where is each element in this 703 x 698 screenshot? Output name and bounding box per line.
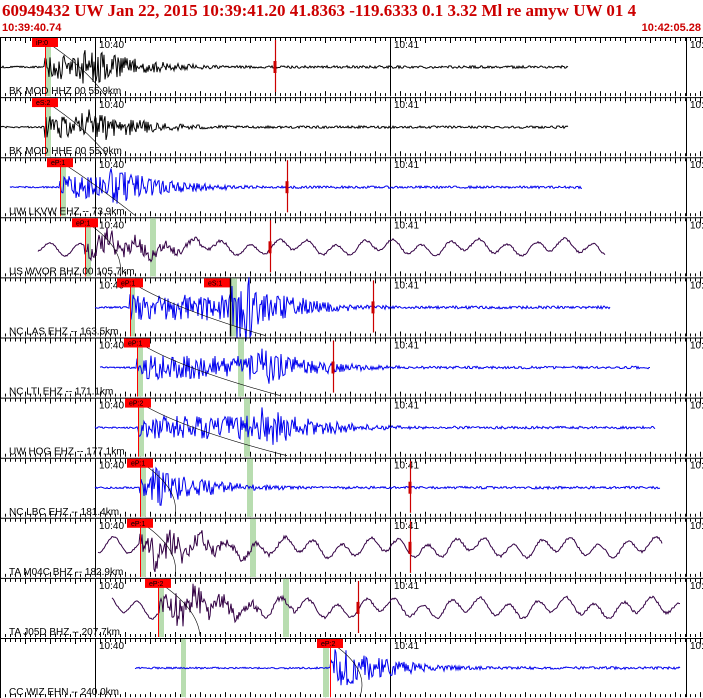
gap-band [244, 398, 250, 457]
time-label: 10:40 [99, 341, 124, 352]
station-label: BK MOD HHE 00 55.9km [9, 146, 122, 157]
seismogram-panel: 10:40 10:41 10:4 iP:0 BK MOD HHZ 00 55.9km 10… [0, 37, 703, 698]
time-label: 10:40 [99, 521, 124, 532]
arrival-curve [129, 281, 266, 336]
pick-label: eP:1 [76, 220, 91, 227]
time-label: 10:41 [394, 341, 419, 352]
arrival-marker-block [331, 361, 335, 374]
waveform-trace [99, 348, 650, 384]
time-label: 10:4 [690, 100, 703, 111]
time-label: 10:40 [99, 100, 124, 111]
station-label: TA M04C BHZ -- 182.9km [9, 567, 123, 578]
time-label: 10:41 [394, 100, 419, 111]
arrival-curve [137, 401, 288, 456]
gap-band [250, 518, 256, 577]
time-label: 10:41 [394, 40, 419, 51]
arrival-marker-block [356, 601, 360, 614]
station-label: US WVOR BHZ 00 105.7km [9, 266, 135, 277]
pick-label: eP:1 [121, 280, 136, 287]
time-label: 10:4 [690, 401, 703, 412]
gap-band [283, 578, 289, 637]
pick-box[interactable] [204, 278, 230, 288]
pick-label: eP:1 [51, 160, 66, 167]
station-label: NC LAS EHZ -- 163.5km [9, 327, 118, 338]
waveform-trace [0, 50, 569, 84]
waveform-trace [94, 277, 611, 341]
arrival-marker-block [408, 481, 412, 494]
event-title: 60949432 UW Jan 22, 2015 10:39:41.20 41.… [2, 1, 637, 20]
pick-label: eP:1 [128, 341, 143, 348]
gap-band [150, 218, 156, 277]
time-label: 10:40 [99, 401, 124, 412]
time-label: 10:41 [394, 401, 419, 412]
time-label: 10:40 [99, 280, 124, 291]
time-label: 10:4 [690, 280, 703, 291]
time-label: 10:41 [394, 280, 419, 291]
time-label: 10:4 [690, 40, 703, 51]
arrival-marker-block [371, 301, 375, 314]
time-label: 10:4 [690, 581, 703, 592]
time-label: 10:40 [99, 641, 124, 652]
arrival-curve [136, 341, 281, 396]
time-label: 10:4 [690, 521, 703, 532]
time-label: 10:40 [99, 581, 124, 592]
waveform-trace [9, 168, 583, 204]
pick-label: eS:1 [208, 280, 223, 287]
station-label: UW HOG EHZ -- 177.1km [9, 447, 125, 458]
pick-label: eP:2 [149, 581, 164, 588]
waveform-trace [134, 649, 681, 686]
station-label: NC LBC EHZ -- 181.4km [9, 507, 119, 518]
pick-label: eS:2 [36, 100, 51, 107]
time-label: 10:4 [690, 461, 703, 472]
time-label: 10:40 [99, 40, 124, 51]
time-label: 10:40 [99, 220, 124, 231]
pick-label: iP:0 [36, 40, 48, 47]
time-label: 10:41 [394, 641, 419, 652]
time-label: 10:40 [99, 461, 124, 472]
arrival-marker-block [285, 181, 289, 194]
station-label: BK MOD HHZ 00 55.9km [9, 86, 121, 97]
start-time: 10:39:40.74 [2, 22, 62, 34]
time-label: 10:40 [99, 160, 124, 171]
end-time: 10:42:05.28 [641, 22, 701, 34]
waveform-trace [0, 109, 569, 141]
time-label: 10:4 [690, 641, 703, 652]
time-label: 10:4 [690, 220, 703, 231]
event-header: 60949432 UW Jan 22, 2015 10:39:41.20 41.… [0, 0, 703, 37]
waveform-trace [111, 583, 681, 627]
time-label: 10:41 [394, 521, 419, 532]
gap-band [46, 38, 51, 97]
pick-label: eP:2 [129, 401, 144, 408]
station-label: NC LTI EHZ -- 171.1km [9, 387, 113, 398]
arrival-marker-block [408, 541, 412, 554]
waveform-trace [94, 407, 656, 445]
waveform-trace [97, 529, 663, 573]
time-label: 10:41 [394, 461, 419, 472]
time-label: 10:4 [690, 341, 703, 352]
gap-band [238, 338, 244, 397]
station-label: TA J05D BHZ -- 207.7km [9, 627, 120, 638]
station-label: UW LKVW EHZ -- 73.9km [9, 206, 125, 217]
waveform-trace [37, 227, 606, 263]
arrival-marker-block [273, 61, 277, 73]
time-label: 10:41 [394, 220, 419, 231]
pick-label: eP:2 [321, 641, 336, 648]
time-label: 10:41 [394, 581, 419, 592]
time-label: 10:4 [690, 160, 703, 171]
gap-band [247, 458, 253, 517]
arrival-marker-block [268, 241, 272, 254]
gap-band [159, 578, 164, 637]
pick-label: eP:1 [131, 461, 146, 468]
pick-label: eP:1 [131, 521, 146, 528]
station-label: CC WIZ EHN -- 240.0km [9, 687, 119, 698]
time-label: 10:41 [394, 160, 419, 171]
waveform-trace [94, 466, 661, 506]
